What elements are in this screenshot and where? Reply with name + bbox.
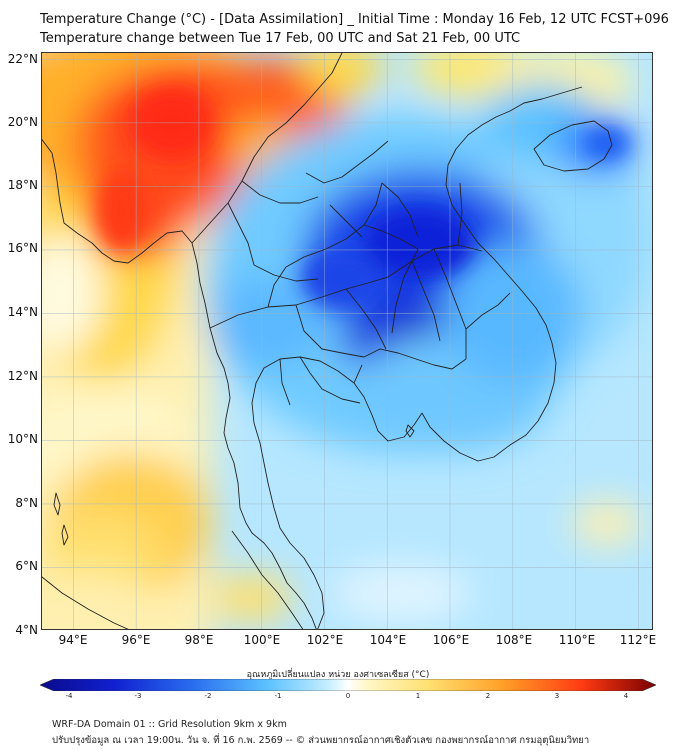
- map-subtitle: Temperature change between Tue 17 Feb, 0…: [40, 31, 521, 46]
- colorbar-tick: -4: [65, 692, 73, 700]
- lon-label-104e: 104°E: [369, 633, 407, 647]
- lon-label-102e: 102°E: [306, 633, 344, 647]
- lat-label-8n: 8°N: [15, 496, 38, 510]
- colorbar-tick: -3: [134, 692, 142, 700]
- lon-label-94e: 94°E: [58, 633, 88, 647]
- lon-label-112e: 112°E: [619, 633, 657, 647]
- map-title: Temperature Change (°C) - [Data Assimila…: [40, 12, 669, 27]
- lat-label-12n: 12°N: [7, 369, 38, 383]
- footer-credit: ปรับปรุงข้อมูล ณ เวลา 19:00น. วัน จ. ที่…: [52, 735, 590, 746]
- colorbar-title: อุณหภูมิเปลี่ยนแปลง หน่วย องศาเซลเซียส (…: [246, 670, 430, 680]
- colorbar-tick: 2: [485, 692, 491, 700]
- coastlines-and-borders: [42, 53, 613, 629]
- temperature-change-map: [41, 52, 653, 630]
- colorbar-tick: -1: [274, 692, 282, 700]
- lon-label-100e: 100°E: [243, 633, 281, 647]
- colorbar-tick: -2: [204, 692, 212, 700]
- lat-label-4n: 4°N: [15, 623, 38, 637]
- lon-label-96e: 96°E: [121, 633, 151, 647]
- colorbar-tick: 3: [554, 692, 560, 700]
- colorbar-tick: 0: [345, 692, 351, 700]
- lat-label-6n: 6°N: [15, 559, 38, 573]
- lat-label-18n: 18°N: [7, 178, 38, 192]
- lon-label-98e: 98°E: [184, 633, 214, 647]
- colorbar-tick: 4: [623, 692, 629, 700]
- lat-lon-gridlines: [42, 53, 652, 629]
- lat-label-22n: 22°N: [7, 52, 38, 66]
- lat-label-16n: 16°N: [7, 241, 38, 255]
- lat-label-10n: 10°N: [7, 432, 38, 446]
- lon-label-108e: 108°E: [495, 633, 533, 647]
- lat-label-14n: 14°N: [7, 305, 38, 319]
- lon-label-110e: 110°E: [558, 633, 596, 647]
- colorbar: [40, 679, 656, 691]
- lon-label-106e: 106°E: [432, 633, 470, 647]
- footer-model-info: WRF-DA Domain 01 :: Grid Resolution 9km …: [52, 719, 287, 730]
- colorbar-tick: 1: [415, 692, 421, 700]
- lat-label-20n: 20°N: [7, 115, 38, 129]
